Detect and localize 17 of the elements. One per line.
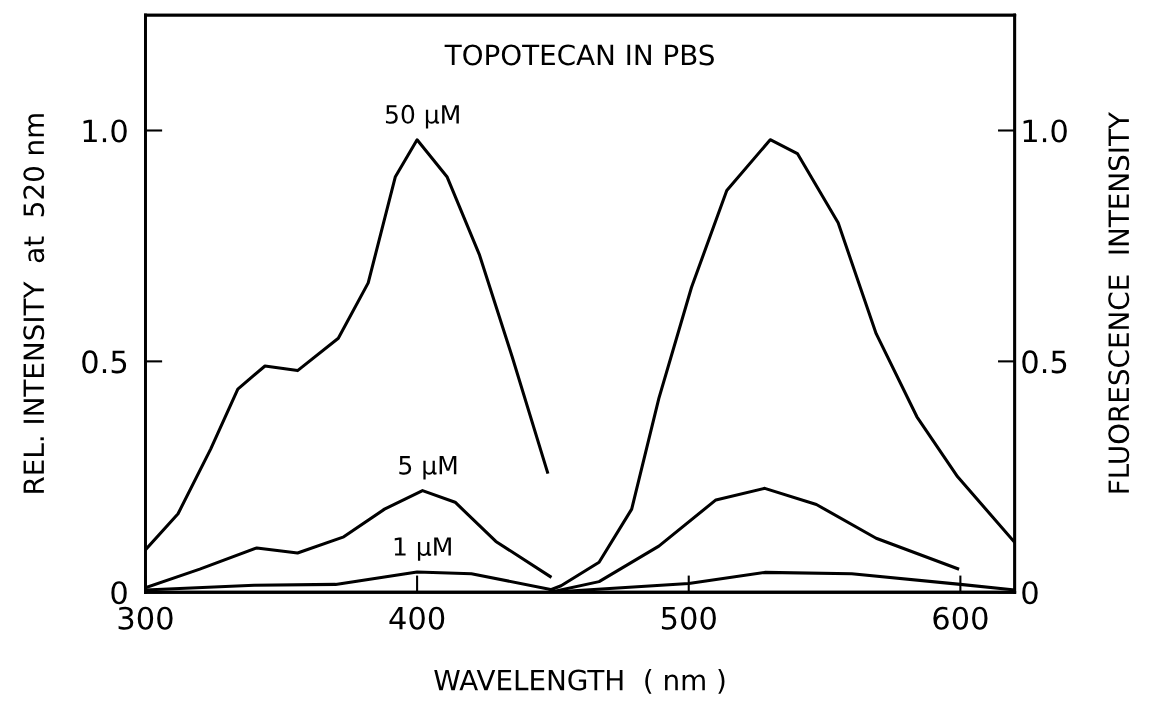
y-axis-title: REL. INTENSITY at 520 nm: [23, 114, 45, 493]
x-tick-label: 400: [389, 606, 445, 630]
y2-axis-title: FLUORESCENCE INTENSITY: [1108, 112, 1130, 493]
annotation: 1 µM: [394, 537, 451, 561]
x-tick-label: 500: [661, 606, 716, 630]
x-tick-label: 600: [933, 606, 988, 630]
y2-tick-label: 0.5: [1022, 350, 1067, 374]
y-tick-label: 0: [111, 581, 127, 605]
x-tick-label: 300: [118, 606, 173, 630]
x-axis-title: WAVELENGTH ( nm ): [434, 669, 725, 694]
annotation: 5 µM: [399, 456, 457, 480]
y-tick-label: 1.0: [83, 119, 127, 143]
text: TOPOTECAN IN PBS: [444, 44, 714, 66]
y2-tick-label: 1.0: [1023, 119, 1067, 143]
y-tick-label: 0.5: [82, 350, 127, 374]
annotation: 50 µM: [385, 104, 459, 129]
y2-tick-label: 0: [1022, 581, 1038, 605]
